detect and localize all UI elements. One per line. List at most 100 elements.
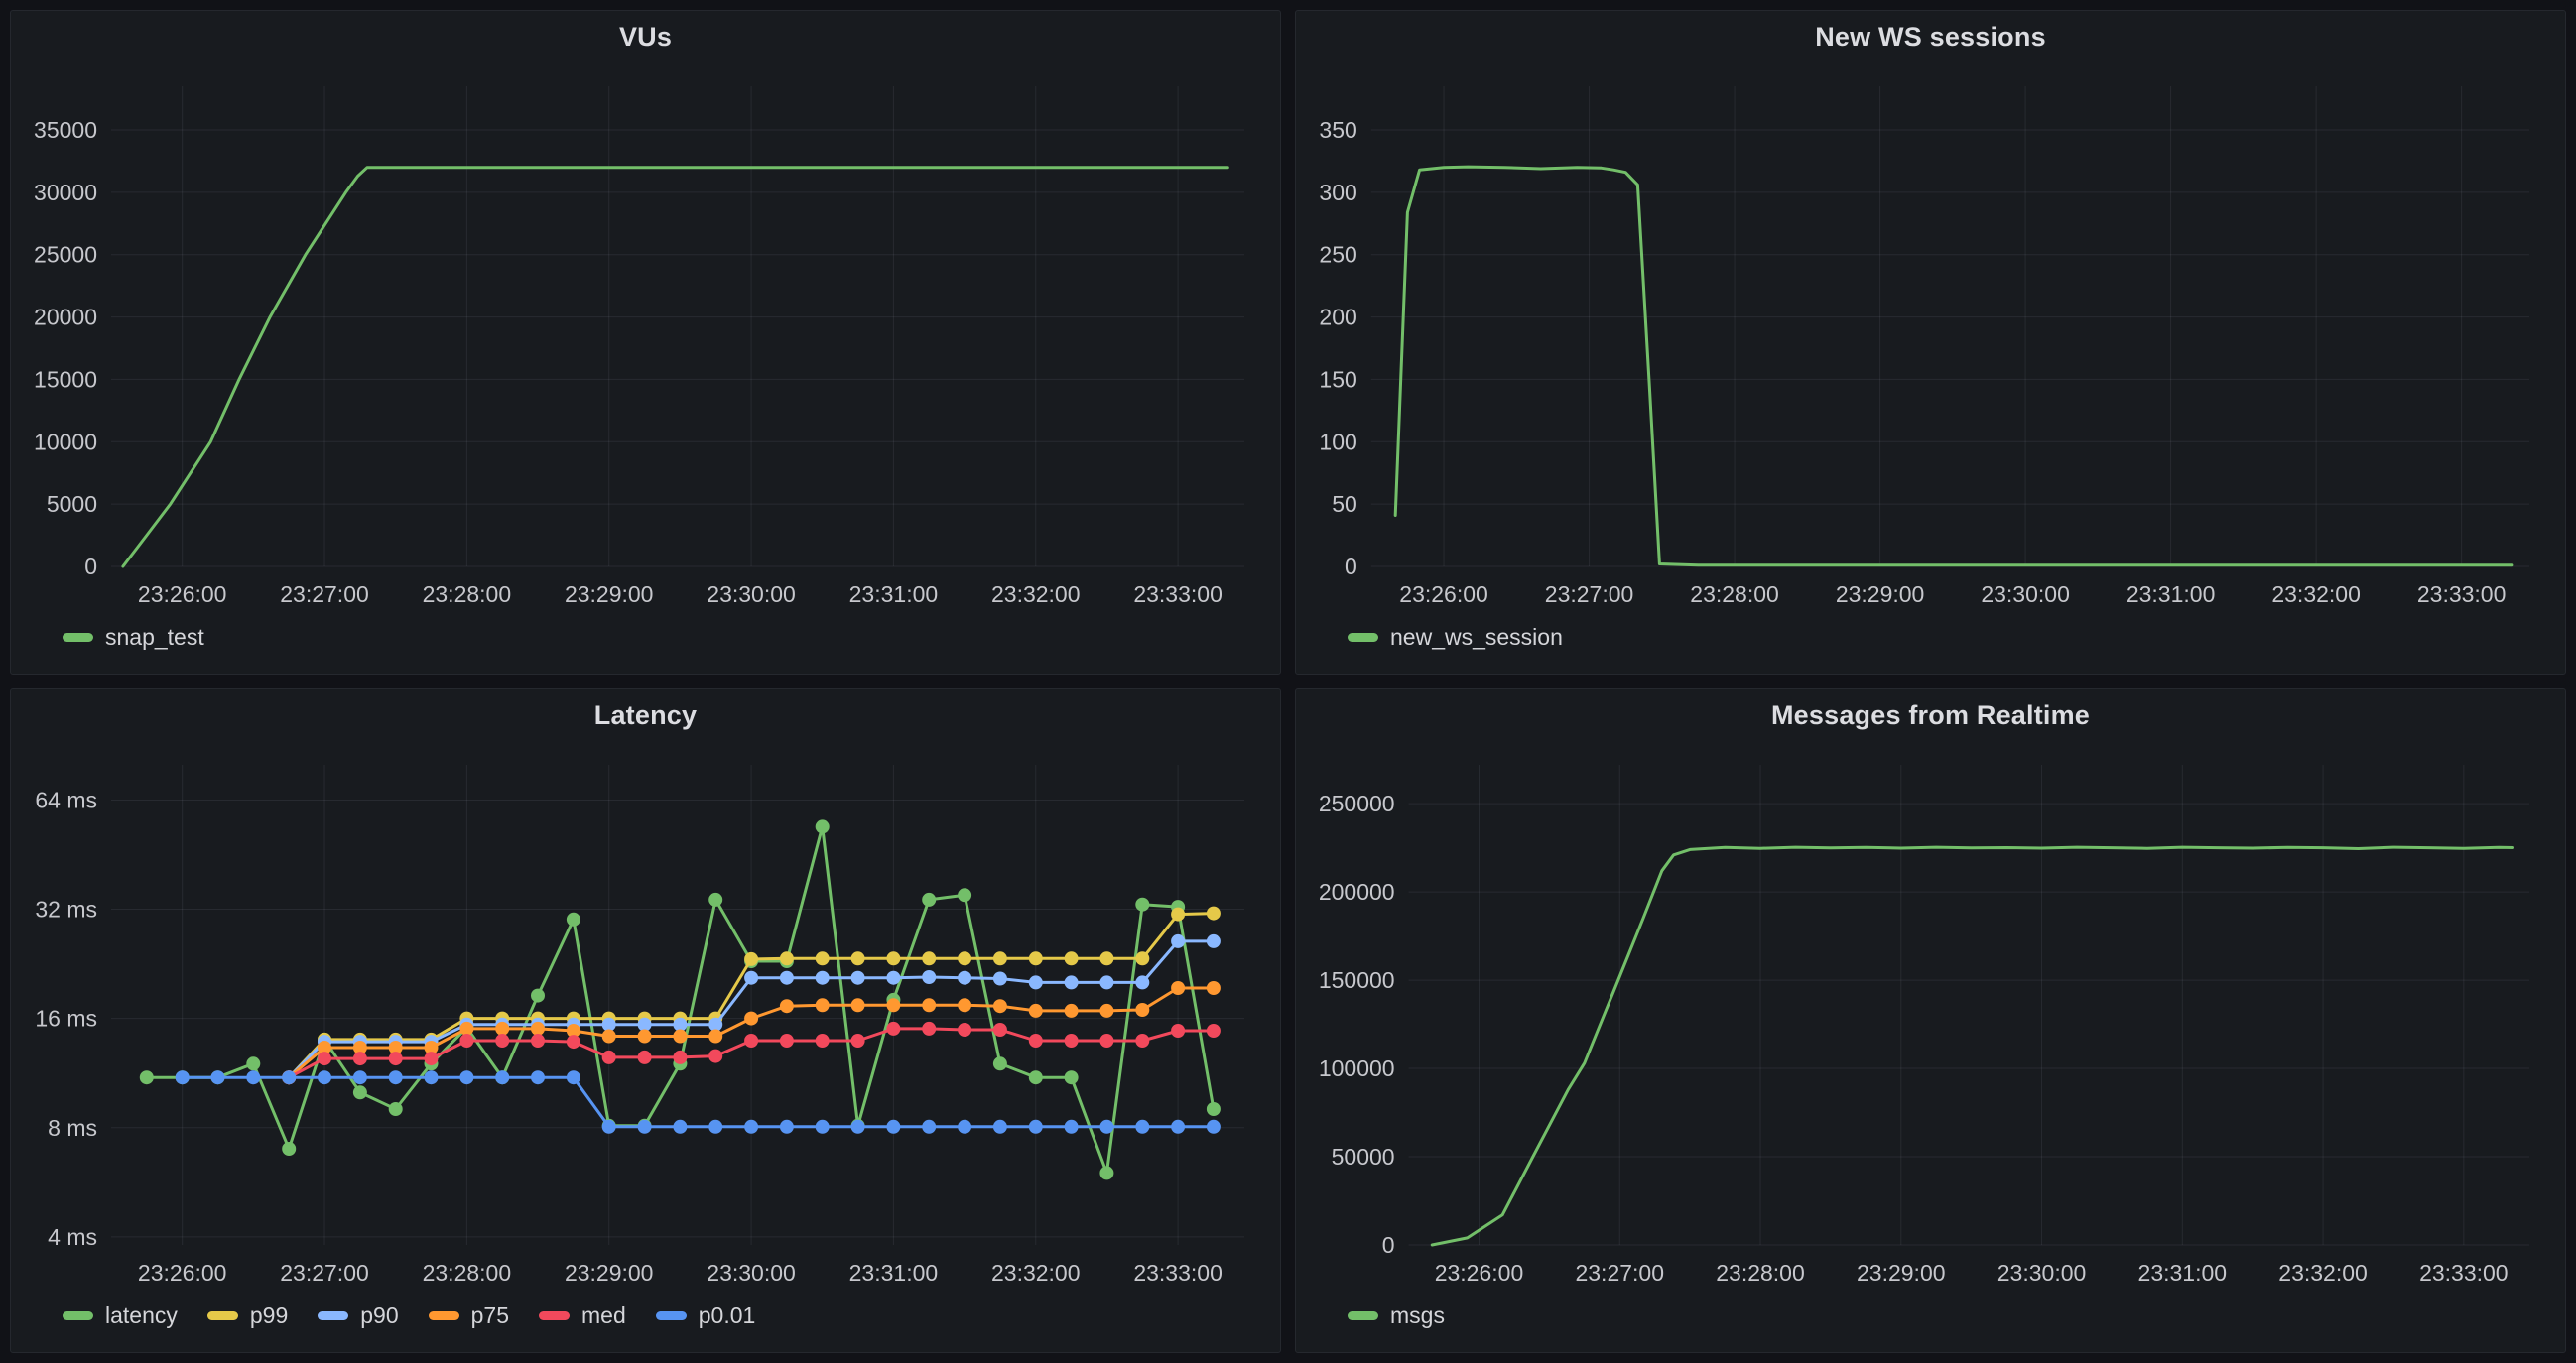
panel-title-latency[interactable]: Latency: [11, 689, 1280, 741]
data-point-marker: [602, 1051, 616, 1064]
data-point-marker: [744, 952, 758, 966]
line-chart: 0500010000150002000025000300003500023:26…: [11, 62, 1280, 618]
y-axis-tick-label: 200000: [1319, 879, 1395, 905]
data-point-marker: [1065, 1070, 1079, 1084]
legend-swatch-snap_test: [63, 633, 93, 642]
x-axis-tick-label: 23:27:00: [280, 581, 369, 607]
x-axis-tick-label: 23:26:00: [138, 1260, 227, 1286]
data-point-marker: [1099, 1166, 1113, 1179]
data-point-marker: [1207, 1024, 1221, 1038]
legend-swatch-p75: [429, 1311, 459, 1320]
data-point-marker: [246, 1056, 260, 1070]
data-point-marker: [780, 1120, 794, 1134]
legend-item-p99[interactable]: p99: [207, 1302, 288, 1329]
legend-item-p90[interactable]: p90: [318, 1302, 398, 1329]
x-axis-tick-label: 23:33:00: [1133, 1260, 1223, 1286]
dashboard: VUs 050001000015000200002500030000350002…: [0, 0, 2576, 1363]
legend-label: p99: [250, 1302, 288, 1329]
panel-title-messages-from-realtime[interactable]: Messages from Realtime: [1296, 689, 2565, 741]
data-point-marker: [176, 1070, 190, 1084]
legend-swatch-new_ws_session: [1348, 633, 1378, 642]
data-point-marker: [708, 893, 722, 907]
x-axis-tick-label: 23:32:00: [2278, 1260, 2368, 1286]
legend-item-p0.01[interactable]: p0.01: [656, 1302, 756, 1329]
data-point-marker: [602, 1120, 616, 1134]
data-point-marker: [780, 999, 794, 1013]
x-axis-tick-label: 23:29:00: [1857, 1260, 1946, 1286]
data-point-marker: [993, 999, 1007, 1013]
y-axis-tick-label: 25000: [34, 242, 97, 268]
data-point-marker: [282, 1142, 296, 1156]
data-point-marker: [425, 1070, 439, 1084]
y-axis-tick-label: 150: [1319, 366, 1356, 392]
data-point-marker: [993, 1056, 1007, 1070]
y-axis-tick-label: 250: [1319, 242, 1356, 268]
data-point-marker: [1135, 1034, 1149, 1048]
latency-legend: latency p99 p90 p75 med p0.01: [11, 1297, 1280, 1352]
y-axis-tick-label: 10000: [34, 429, 97, 454]
y-axis-tick-label: 100000: [1319, 1055, 1395, 1081]
data-point-marker: [886, 971, 900, 985]
x-axis-tick-label: 23:31:00: [2138, 1260, 2228, 1286]
panel-title-new-ws-sessions[interactable]: New WS sessions: [1296, 11, 2565, 62]
y-axis-tick-label: 50000: [1332, 1144, 1395, 1170]
new-ws-sessions-chart-canvas[interactable]: 05010015020025030035023:26:0023:27:0023:…: [1296, 62, 2565, 618]
data-point-marker: [816, 971, 830, 985]
legend-item-msgs[interactable]: msgs: [1348, 1302, 1445, 1329]
data-point-marker: [673, 1051, 687, 1064]
vus-chart-canvas[interactable]: 0500010000150002000025000300003500023:26…: [11, 62, 1280, 618]
legend-item-med[interactable]: med: [539, 1302, 626, 1329]
data-point-marker: [922, 951, 936, 965]
series-line-msgs: [1432, 847, 2512, 1245]
x-axis-tick-label: 23:26:00: [1435, 1260, 1524, 1286]
legend-item-snap_test[interactable]: snap_test: [63, 624, 204, 651]
data-point-marker: [1065, 1034, 1079, 1048]
data-point-marker: [851, 1120, 865, 1134]
legend-item-new_ws_session[interactable]: new_ws_session: [1348, 624, 1563, 651]
x-axis-tick-label: 23:28:00: [423, 581, 512, 607]
legend-swatch-med: [539, 1311, 570, 1320]
data-point-marker: [318, 1070, 331, 1084]
line-chart: 05010015020025030035023:26:0023:27:0023:…: [1296, 62, 2565, 618]
panel-title-vus[interactable]: VUs: [11, 11, 1280, 62]
data-point-marker: [1207, 1120, 1221, 1134]
data-point-marker: [673, 1120, 687, 1134]
legend-swatch-latency: [63, 1311, 93, 1320]
x-axis-tick-label: 23:31:00: [2126, 581, 2216, 607]
legend-swatch-p90: [318, 1311, 348, 1320]
line-chart: 05000010000015000020000025000023:26:0023…: [1296, 741, 2565, 1297]
panel-messages-from-realtime: Messages from Realtime 05000010000015000…: [1295, 688, 2566, 1353]
x-axis-tick-label: 23:27:00: [1545, 581, 1634, 607]
data-point-marker: [1171, 934, 1185, 948]
legend-item-latency[interactable]: latency: [63, 1302, 178, 1329]
y-axis-tick-label: 32 ms: [35, 897, 97, 923]
data-point-marker: [495, 1034, 509, 1048]
data-point-marker: [886, 1120, 900, 1134]
data-point-marker: [1135, 975, 1149, 989]
x-axis-tick-label: 23:28:00: [423, 1260, 512, 1286]
y-axis-tick-label: 64 ms: [35, 787, 97, 812]
data-point-marker: [1065, 1120, 1079, 1134]
data-point-marker: [425, 1052, 439, 1065]
data-point-marker: [922, 1120, 936, 1134]
legend-label: p75: [471, 1302, 509, 1329]
messages-chart-canvas[interactable]: 05000010000015000020000025000023:26:0023…: [1296, 741, 2565, 1297]
x-axis-tick-label: 23:33:00: [1133, 581, 1223, 607]
x-axis-tick-label: 23:31:00: [849, 581, 939, 607]
x-axis-tick-label: 23:33:00: [2417, 581, 2507, 607]
data-point-marker: [638, 1030, 652, 1044]
data-point-marker: [1135, 1003, 1149, 1017]
data-point-marker: [1099, 1034, 1113, 1048]
x-axis-tick-label: 23:30:00: [1981, 581, 2070, 607]
x-axis-tick-label: 23:32:00: [991, 1260, 1081, 1286]
legend-label: latency: [105, 1302, 178, 1329]
data-point-marker: [638, 1051, 652, 1064]
legend-item-p75[interactable]: p75: [429, 1302, 509, 1329]
latency-chart-canvas[interactable]: 4 ms8 ms16 ms32 ms64 ms23:26:0023:27:002…: [11, 741, 1280, 1297]
data-point-marker: [886, 998, 900, 1012]
y-axis-tick-label: 100: [1319, 429, 1356, 454]
data-point-marker: [1135, 1120, 1149, 1134]
data-point-marker: [459, 1022, 473, 1036]
y-axis-tick-label: 200: [1319, 305, 1356, 330]
x-axis-tick-label: 23:29:00: [565, 581, 654, 607]
